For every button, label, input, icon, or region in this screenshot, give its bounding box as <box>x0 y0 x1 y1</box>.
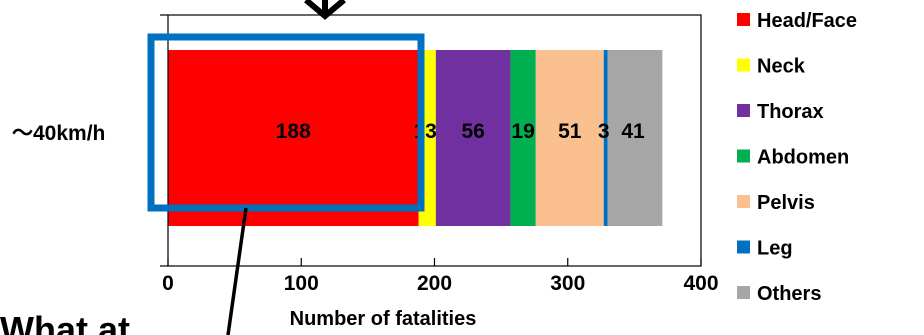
legend-label: Head/Face <box>757 10 857 32</box>
legend-label: Thorax <box>757 101 824 123</box>
category-label: ～40km/h <box>12 122 105 145</box>
legend-label: Leg <box>757 238 793 260</box>
data-labels: 188 13 56 19 51 3 41 <box>276 120 645 143</box>
x-axis-title: Number of fatalities <box>290 308 477 330</box>
x-axis: 0 100 200 300 400 <box>160 14 719 295</box>
legend-swatch <box>737 104 750 117</box>
data-label: 3 <box>598 120 610 143</box>
legend-swatch <box>737 195 750 208</box>
legend-label: Abdomen <box>757 147 849 169</box>
pointer-line <box>226 207 248 335</box>
callout-annotations: What at… <box>0 0 425 335</box>
x-tick-label: 100 <box>284 272 319 295</box>
y-axis: ～40km/h <box>12 122 105 145</box>
legend-swatch <box>737 286 750 299</box>
bar-segment-abdomen <box>510 50 536 226</box>
data-label: 51 <box>558 120 582 143</box>
bar-segment-head-face <box>168 50 419 226</box>
data-label: 41 <box>621 120 645 143</box>
bar-stack <box>168 50 663 226</box>
highlight-box <box>147 33 425 212</box>
x-tick-label: 0 <box>162 272 174 295</box>
legend-swatch <box>737 240 750 254</box>
data-label: 56 <box>461 120 484 143</box>
x-tick-label: 400 <box>683 272 718 295</box>
data-label: 13 <box>413 120 436 143</box>
legend-label: Neck <box>757 56 806 78</box>
data-label: 188 <box>276 120 311 143</box>
legend-label: Others <box>757 283 821 305</box>
callout-text: What at… <box>0 309 166 335</box>
bar-segment-thorax <box>435 50 511 226</box>
x-tick-label: 200 <box>417 272 452 295</box>
bar-segment-pelvis <box>535 50 604 226</box>
x-tick-label: 300 <box>550 272 585 295</box>
data-label: 19 <box>511 120 534 143</box>
legend-swatch <box>737 149 750 163</box>
legend-swatch <box>737 13 750 26</box>
arrow-head <box>304 0 346 20</box>
bar-segment-others <box>607 50 663 226</box>
bar-segment-leg <box>603 50 608 226</box>
legend-swatch <box>737 58 750 72</box>
legend: Head/Face Neck Thorax Abdomen Pelvis Leg Other… <box>737 10 857 305</box>
legend-label: Pelvis <box>757 192 815 214</box>
